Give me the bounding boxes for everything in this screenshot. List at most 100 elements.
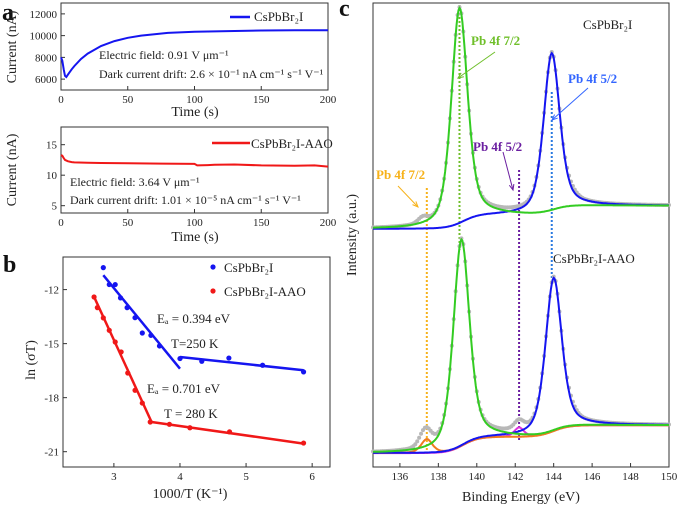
data-point [300,440,307,446]
data-point [300,369,307,375]
data-point [100,265,106,271]
annotation-t-1: T=250 K [171,336,219,351]
data-point [177,355,183,362]
x-tick-label: 4 [177,471,183,483]
panel-label-b: b [3,252,16,278]
data-point [125,370,131,376]
x-axis-label: Binding Energy (eV) [462,490,580,505]
chart-b: 3 4 5 6 -12 -15 -18 -21 1000/T (K⁻¹) ln (σT) [24,256,331,502]
y-tick-label: -18 [44,393,59,405]
arrow [502,151,514,191]
x-tick-label: 0 [58,217,64,229]
data-point [91,294,97,300]
x-tick-label: 5 [243,471,249,483]
data-point [156,343,163,349]
data-point [117,295,124,301]
data-point [132,315,138,321]
peak-label: Pb 4f 7/2 [471,33,520,48]
x-tick-label: 148 [622,471,639,483]
data-point [112,339,118,345]
legend-label: CsPbBr₂I-AAO [251,136,333,151]
x-tick-label: 200 [320,94,337,106]
fit-peak-curve [372,6,669,229]
data-point [147,419,153,425]
chart-a-top: 0 50 100 150 200 6000 8000 10000 12000 Time (s) Cu… [5,2,337,120]
x-tick-label: 0 [58,94,64,106]
x-tick-label: 50 [122,94,134,106]
x-axis-label: Time (s) [171,230,219,245]
x-axis-label: Time (s) [171,105,219,120]
x-tick-label: 200 [320,217,337,229]
series-line [60,154,329,168]
plot-frame [62,256,331,468]
data-point [100,315,106,321]
series-line [60,29,329,79]
arrow-head [412,201,419,208]
data-point [106,327,112,333]
x-tick-label: 140 [469,471,486,483]
data-point [148,332,154,338]
y-tick-label: 10 [46,170,58,182]
y-axis-label: Intensity (a.u.) [345,194,360,276]
y-tick-label: 15 [46,140,58,152]
x-tick-label: 6 [309,471,315,483]
x-axis-label: 1000/T (K⁻¹) [153,487,228,502]
y-tick-label: 12000 [30,9,58,21]
chart-a-bottom: 0 50 100 150 200 5 10 15 Time (s) Current (nA) [5,126,337,245]
data-point [166,421,173,427]
y-tick-label: 8000 [35,52,58,64]
data-point [187,425,193,431]
peak-label: Pb 4f 7/2 [376,167,425,182]
legend-label: CsPbBr₂I-AAO [224,284,306,299]
annotation-t-2: T = 280 K [164,406,218,421]
y-tick-label: -12 [44,285,59,297]
y-tick-label: -21 [44,447,59,459]
x-tick-label: 3 [111,471,117,483]
plot-frame [372,2,670,468]
panel-label-a: a [2,0,14,26]
y-axis-label: Current (nA) [5,10,20,83]
measured-point [415,439,420,444]
data-point [226,355,232,361]
peak-label: Pb 4f 5/2 [568,71,617,86]
arrow-head [551,114,558,121]
measured-point [419,431,424,436]
x-tick-label: 146 [584,471,601,483]
x-tick-label: 100 [186,217,203,229]
y-tick-label: 5 [52,201,58,213]
spectrum-label-top: CsPbBr₂I [583,17,632,32]
legend-marker [210,264,216,270]
data-point [112,281,118,288]
measured-point [417,435,422,440]
spectrum-label-bottom: CsPbBr₂I-AAO [553,251,635,266]
arrow [551,87,589,121]
annotation-ea-1: Eₐ = 0.394 eV [157,311,231,326]
data-point [124,305,130,311]
x-tick-label: 150 [661,471,678,483]
legend-label: CsPbBr₂I [254,9,303,24]
x-tick-label: 144 [545,471,562,483]
data-point [139,400,145,406]
y-axis-label: Current (nA) [5,133,20,206]
fit-line [179,355,304,372]
x-tick-label: 150 [253,94,270,106]
data-point [106,281,112,288]
fit-peak-curve [373,276,669,454]
x-tick-label: 142 [507,471,524,483]
data-point [118,349,124,355]
y-tick-label: 6000 [35,74,58,86]
x-tick-label: 100 [186,94,203,106]
data-point [132,387,138,393]
fit-peak-curve [372,237,669,453]
arrow-head [456,72,464,79]
x-tick-label: 50 [122,217,134,229]
annotation-drift-a2: Dark current drift: 1.01 × 10⁻⁵ nA cm⁻¹ … [70,193,301,207]
measured-point [413,442,418,447]
data-point [94,305,100,311]
legend-marker [210,288,216,294]
data-point [139,330,145,336]
y-axis-label: ln (σT) [24,340,39,380]
panel-label-c: c [339,0,350,22]
fit-line [102,274,181,370]
